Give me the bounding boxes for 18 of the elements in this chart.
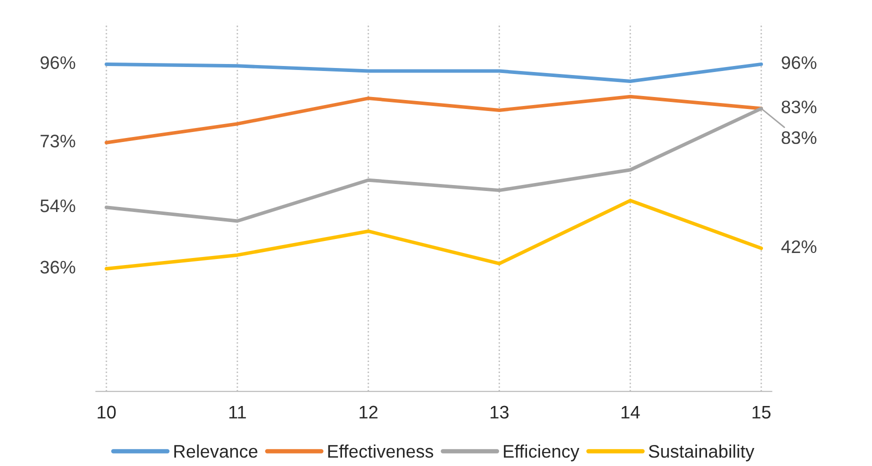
legend-label: Efficiency: [504, 444, 580, 462]
data-label: 42%: [781, 240, 816, 254]
x-tick-label: 11: [229, 406, 246, 418]
x-tick-label: 10: [98, 406, 116, 419]
x-tick-label: 14: [622, 406, 640, 418]
data-label: 83%: [782, 100, 816, 114]
x-tick-label: 13: [490, 406, 509, 419]
data-label: 96%: [40, 56, 76, 70]
legend-label: Relevance: [174, 444, 258, 458]
data-label: 73%: [40, 134, 76, 148]
legend-label: Effectiveness: [328, 444, 434, 458]
data-label: 36%: [40, 260, 76, 274]
x-tick-label: 15: [752, 406, 771, 419]
data-label: 83%: [782, 131, 816, 144]
data-label: 54%: [40, 200, 76, 212]
x-tick-label: 12: [360, 406, 378, 418]
legend-label: Sustainability: [648, 444, 754, 462]
data-label: 96%: [782, 56, 816, 70]
